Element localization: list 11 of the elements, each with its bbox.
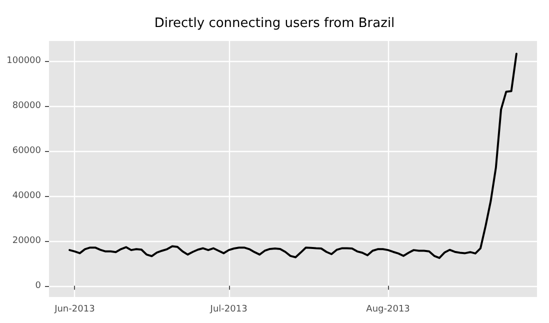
x-tick-label: Aug-2013 [366, 304, 410, 314]
x-tick-label: Jun-2013 [54, 304, 95, 314]
y-tick-label: 60000 [12, 146, 42, 156]
y-tick-label: 0 [35, 280, 42, 291]
chart-title: Directly connecting users from Brazil [154, 16, 395, 31]
y-tick-label: 100000 [6, 56, 42, 66]
x-tick-label: Jul-2013 [209, 304, 248, 314]
line-series [68, 52, 518, 259]
y-tick-label: 80000 [12, 101, 42, 112]
y-tick-label: 40000 [12, 190, 42, 201]
y-tick-label: 20000 [12, 236, 42, 246]
